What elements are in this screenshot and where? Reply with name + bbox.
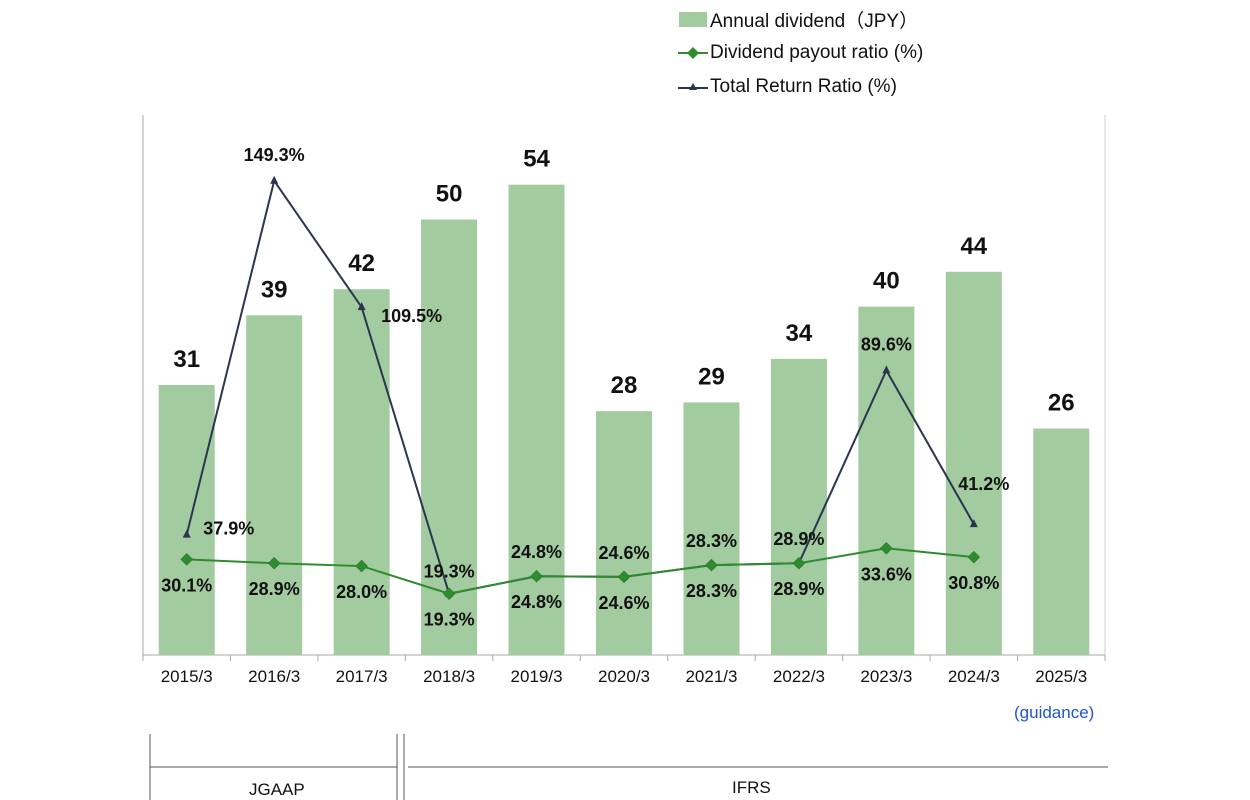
accounting-standards: JGAAP IFRS xyxy=(0,728,1250,800)
dividend-value-label: 26 xyxy=(1048,390,1075,417)
payout-marker xyxy=(967,550,981,564)
payout-marker xyxy=(180,553,194,566)
dividend-bar xyxy=(246,315,303,655)
payout-value-label: 28.9% xyxy=(249,579,300,599)
data-labels: 31 39 42 50 54 28 29 34 40 44 26 30.1% 28.9% 28.0% 19.… xyxy=(161,145,1074,630)
legend-label-total-return: Total Return Ratio (%) xyxy=(710,76,897,97)
payout-marker xyxy=(880,541,893,555)
guidance-note: (guidance) xyxy=(1014,703,1095,722)
x-tick-label: 2023/3 xyxy=(860,667,912,686)
total-return-value-label: 109.5% xyxy=(381,306,442,326)
dividend-value-label: 50 xyxy=(436,181,463,208)
payout-marker xyxy=(617,570,631,584)
dividend-bar xyxy=(158,385,215,655)
payout-value-label: 33.6% xyxy=(861,564,912,584)
payout-marker xyxy=(705,558,718,572)
dividend-value-label: 39 xyxy=(261,276,288,303)
total-return-value-label: 89.6% xyxy=(861,334,912,354)
payout-value-label: 24.8% xyxy=(511,592,562,612)
total-return-value-label: 28.9% xyxy=(773,529,824,549)
x-tick-label: 2018/3 xyxy=(423,667,475,686)
dividend-bar xyxy=(421,219,478,656)
total-return-value-label: 41.2% xyxy=(958,474,1009,494)
total-return-marker xyxy=(357,302,366,311)
x-tick-label: 2025/3 xyxy=(1035,667,1087,686)
dividend-value-label: 34 xyxy=(786,320,813,347)
payout-value-label: 30.1% xyxy=(161,575,212,595)
legend-item-payout: Dividend payout ratio (%) xyxy=(678,36,923,70)
payout-marker xyxy=(267,556,281,570)
dividend-value-label: 28 xyxy=(611,372,638,399)
dividend-bar xyxy=(1033,428,1090,655)
bar-swatch-icon xyxy=(678,9,708,29)
payout-value-label: 30.8% xyxy=(948,573,999,593)
legend-item-dividend: Annual dividend（JPY） xyxy=(678,2,923,36)
total-return-value-label: 19.3% xyxy=(424,562,475,582)
total-return-value-label: 28.3% xyxy=(686,531,737,551)
total-return-value-label: 37.9% xyxy=(203,519,254,539)
x-tick-label: 2022/3 xyxy=(773,667,825,686)
dividend-value-label: 29 xyxy=(698,363,725,390)
dividend-value-label: 44 xyxy=(960,233,987,260)
dividend-bar xyxy=(596,411,652,655)
payout-polyline xyxy=(186,547,974,595)
payout-value-label: 28.3% xyxy=(686,581,737,601)
dividend-bar xyxy=(945,271,1002,655)
total-return-marker xyxy=(882,365,891,374)
x-tick-label: 2021/3 xyxy=(685,667,737,686)
x-tick-label: 2024/3 xyxy=(948,667,1000,686)
payout-marker xyxy=(442,587,456,601)
total-return-marker xyxy=(270,175,279,184)
dividend-bar xyxy=(683,402,740,655)
x-tick-label: 2015/3 xyxy=(161,667,213,686)
legend-item-total-return: Total Return Ratio (%) xyxy=(678,70,923,104)
payout-marker xyxy=(792,556,806,570)
dividend-value-label: 40 xyxy=(873,268,900,295)
diamond-line-icon xyxy=(678,43,708,63)
dividend-value-label: 54 xyxy=(523,146,550,173)
dividend-value-label: 31 xyxy=(173,346,200,373)
x-axis: 2015/3 2016/3 2017/3 2018/3 2019/3 2020/3 2021… xyxy=(142,655,1106,686)
payout-marker xyxy=(355,559,368,573)
total-return-polyline xyxy=(185,178,975,595)
payout-marker xyxy=(530,569,543,583)
legend-label-payout: Dividend payout ratio (%) xyxy=(710,42,924,63)
dividend-bar xyxy=(333,289,390,655)
legend-label-dividend: Annual dividend（JPY） xyxy=(710,10,919,32)
total-return-value-label: 24.8% xyxy=(511,542,562,562)
x-tick-label: 2020/3 xyxy=(598,667,650,686)
dividend-bars xyxy=(158,184,1090,656)
total-return-marker xyxy=(969,519,978,528)
total-return-value-label: 149.3% xyxy=(244,145,305,165)
x-tick-label: 2017/3 xyxy=(336,667,388,686)
triangle-line-icon xyxy=(678,77,708,97)
legend: Annual dividend（JPY） Dividend payout rat… xyxy=(678,2,923,104)
payout-value-label: 19.3% xyxy=(424,610,475,630)
jgaap-label: JGAAP xyxy=(249,780,305,799)
ifrs-label: IFRS xyxy=(732,778,771,797)
dividend-bar xyxy=(508,184,565,655)
payout-value-label: 24.6% xyxy=(598,593,649,613)
total-return-marker xyxy=(182,529,191,538)
dividend-bar xyxy=(858,306,915,655)
x-tick-label: 2016/3 xyxy=(248,667,300,686)
dividend-value-label: 42 xyxy=(348,250,375,277)
total-return-value-label: 24.6% xyxy=(598,543,649,563)
payout-value-label: 28.0% xyxy=(336,582,387,602)
x-tick-label: 2019/3 xyxy=(511,667,563,686)
payout-value-label: 28.9% xyxy=(773,579,824,599)
payout-line xyxy=(180,541,981,601)
dividend-bar xyxy=(770,358,827,655)
